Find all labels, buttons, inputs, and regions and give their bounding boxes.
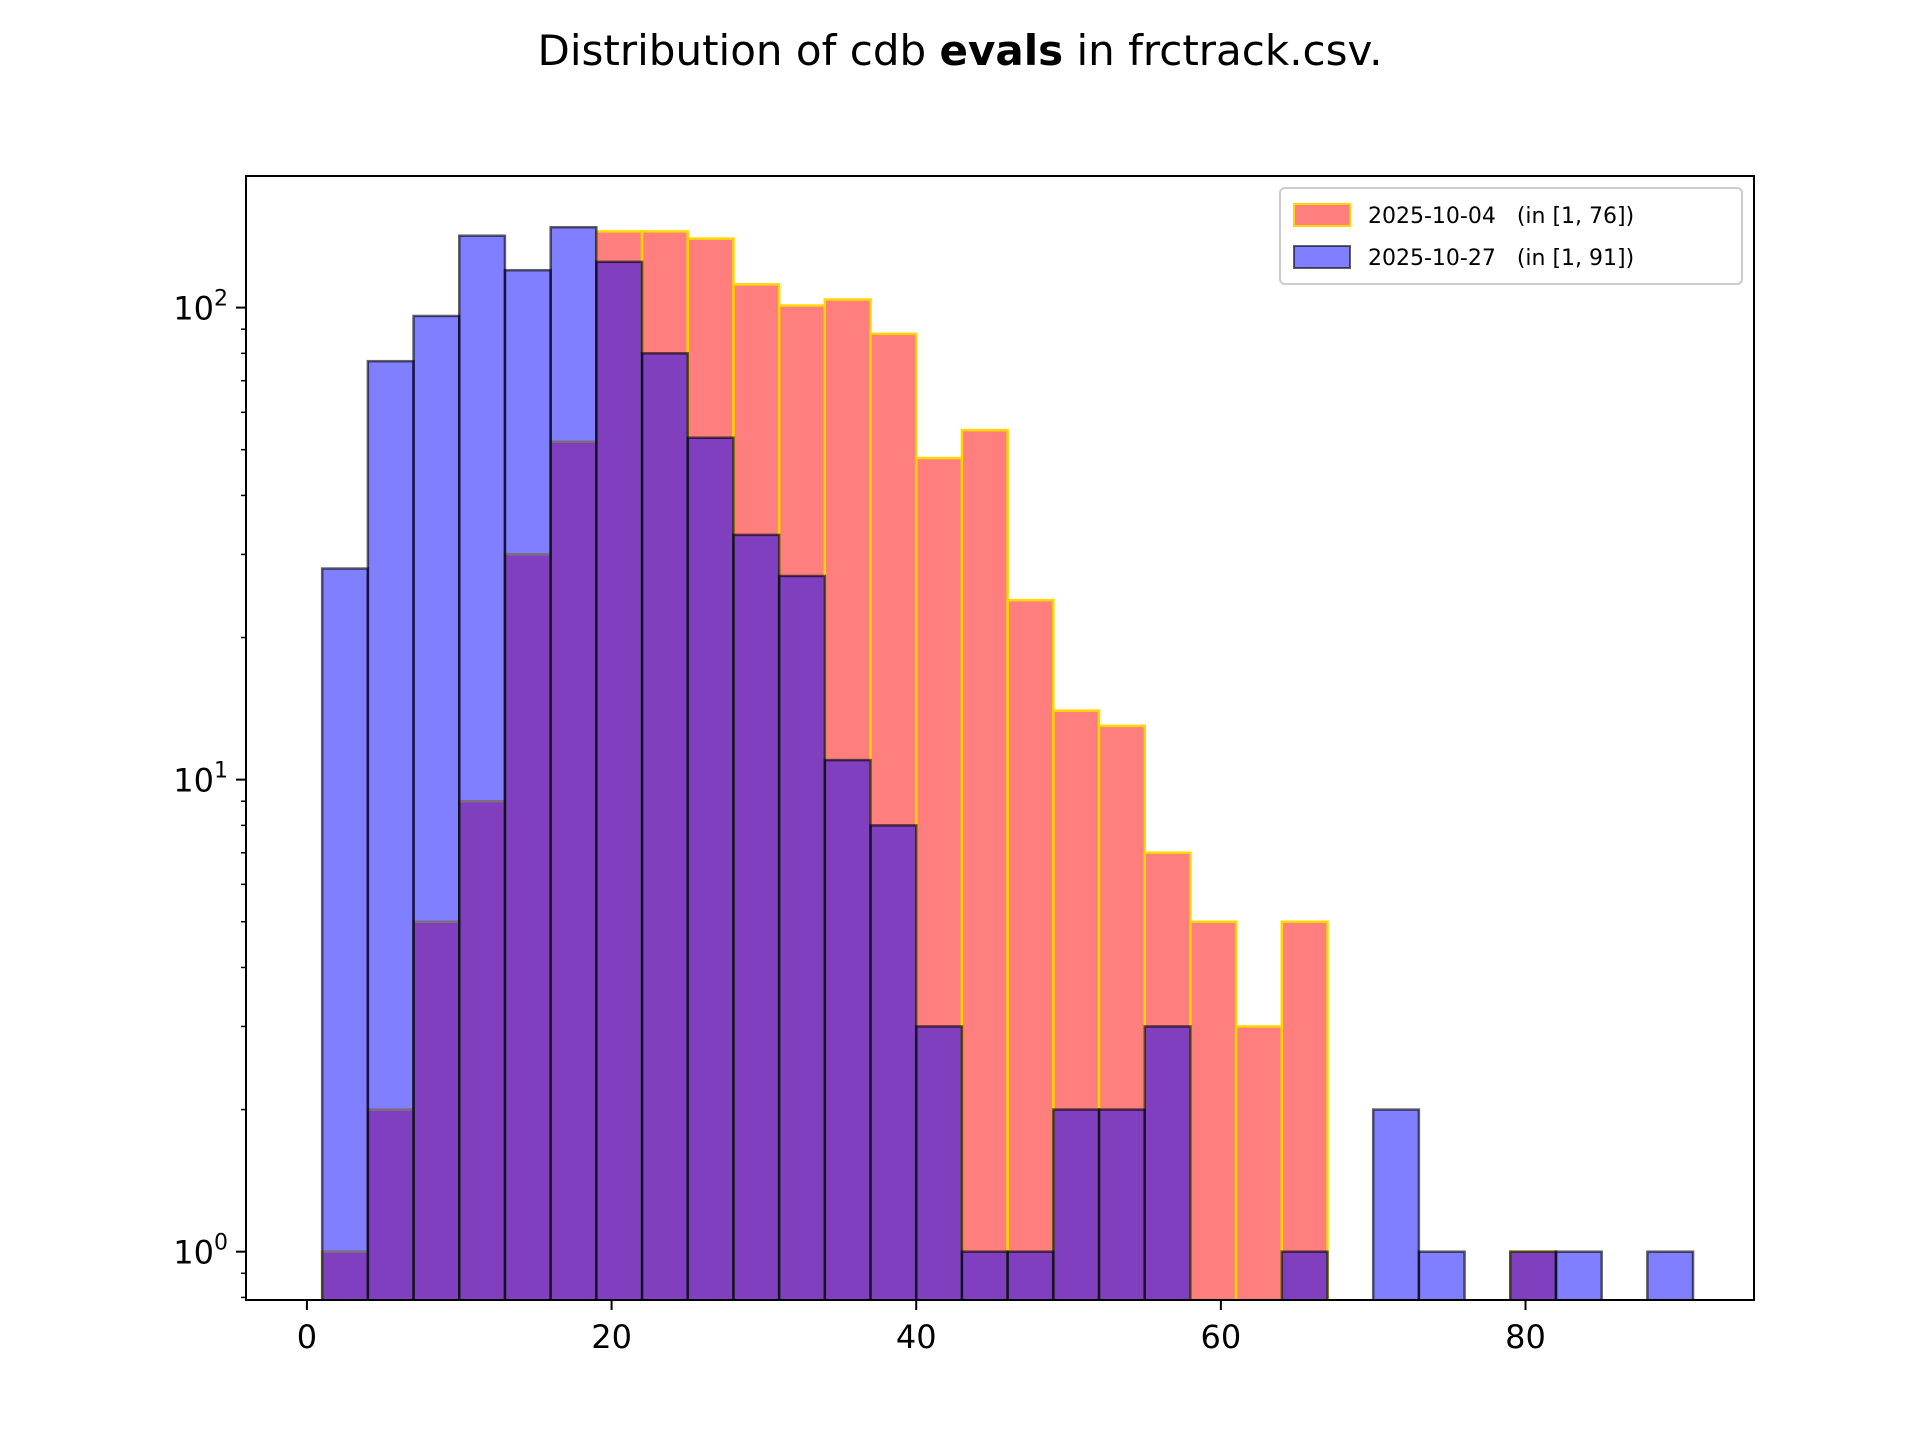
chart-title: Distribution of cdb evals in frctrack.cs… <box>538 26 1383 75</box>
series-2025-10-27-bars <box>320 225 1695 1300</box>
bar-series1-bin2 <box>412 314 461 1300</box>
bar-series1-bin29 <box>1646 1250 1695 1300</box>
bar-series1-bin15 <box>1006 1250 1055 1300</box>
x-tick-label: 60 <box>1201 1318 1242 1356</box>
bar-series0-bin14 <box>960 428 1009 1300</box>
x-tick-label: 40 <box>896 1318 937 1356</box>
bar-series1-bin7 <box>640 352 689 1300</box>
bar-series1-bin17 <box>1097 1108 1146 1300</box>
x-tick-label: 80 <box>1505 1318 1546 1356</box>
bar-series1-bin9 <box>732 533 781 1300</box>
y-tick-label: 102 <box>173 287 228 328</box>
bar-series1-bin14 <box>960 1250 1009 1300</box>
bar-series0-bin20 <box>1234 1025 1284 1300</box>
bar-series1-bin23 <box>1371 1108 1421 1300</box>
plot-frame <box>245 175 1755 1301</box>
bar-series1-bin26 <box>1509 1250 1558 1300</box>
bar-series1-bin10 <box>777 574 827 1300</box>
bar-series0-bin15 <box>1006 598 1055 1300</box>
bar-series1-bin18 <box>1143 1025 1192 1300</box>
bar-series1-bin24 <box>1417 1250 1466 1300</box>
legend-swatch <box>1293 245 1351 269</box>
x-tick-label: 20 <box>591 1318 632 1356</box>
bar-series1-bin16 <box>1052 1108 1101 1300</box>
bar-series1-bin0 <box>320 567 370 1300</box>
bar-series0-bin19 <box>1189 920 1238 1300</box>
legend-swatch <box>1293 203 1351 227</box>
legend: 2025-10-04 (in [1, 76]) 2025-10-27 (in [1… <box>1279 187 1743 285</box>
bar-series1-bin4 <box>503 268 552 1300</box>
bar-series1-bin21 <box>1280 1250 1329 1300</box>
bar-series1-bin6 <box>595 260 644 1300</box>
y-axis: 100 101 102 <box>173 287 246 1299</box>
legend-box <box>1279 187 1743 285</box>
legend-label: 2025-10-27 (in [1, 91]) <box>1368 246 1634 271</box>
bar-series1-bin13 <box>914 1025 964 1300</box>
bar-series0-bin21 <box>1280 920 1329 1300</box>
y-tick-label: 100 <box>173 1231 228 1272</box>
bar-series1-bin12 <box>869 824 918 1300</box>
bar-series1-bin5 <box>549 225 598 1300</box>
y-tick-label: 101 <box>173 759 228 800</box>
x-axis: 0 20 40 60 80 <box>297 1300 1546 1356</box>
bar-series1-bin3 <box>458 234 507 1300</box>
legend-label: 2025-10-04 (in [1, 76]) <box>1368 204 1634 229</box>
x-tick-label: 0 <box>297 1318 317 1356</box>
bar-series1-bin11 <box>823 758 872 1300</box>
bar-series1-bin8 <box>686 436 735 1300</box>
bar-series1-bin1 <box>366 359 415 1300</box>
bar-series1-bin27 <box>1554 1250 1603 1300</box>
